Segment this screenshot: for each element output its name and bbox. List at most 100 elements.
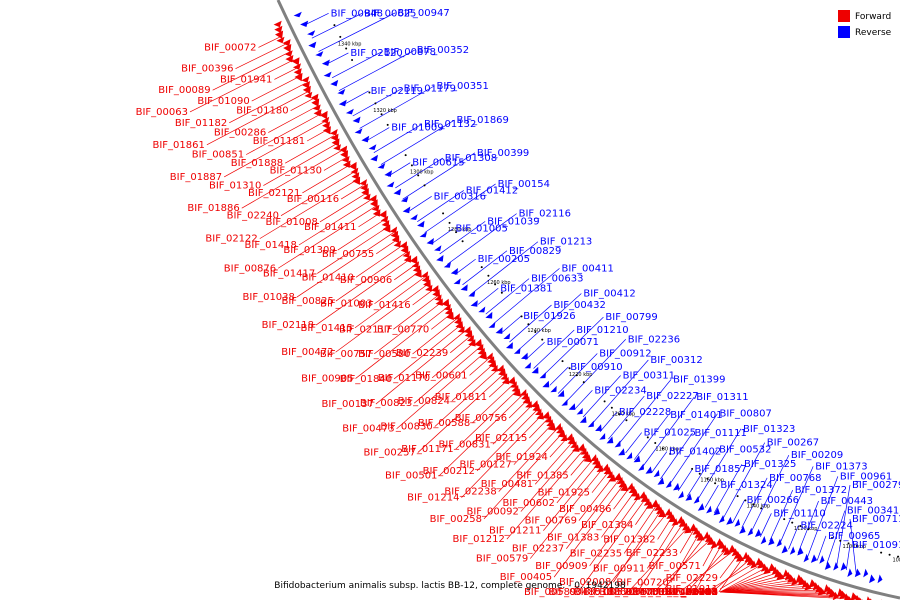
forward-gene-label[interactable]: BIF_01384 bbox=[581, 520, 633, 531]
reverse-gene-label[interactable]: BIF_01401 bbox=[670, 410, 722, 421]
reverse-gene-label[interactable]: BIF_00633 bbox=[531, 274, 583, 285]
reverse-gene-label[interactable]: BIF_01381 bbox=[500, 283, 552, 294]
reverse-gene-label[interactable]: BIF_01373 bbox=[815, 461, 867, 472]
forward-gene-label[interactable]: BIF_00063 bbox=[136, 107, 188, 118]
forward-gene-label[interactable]: BIF_02239 bbox=[396, 348, 448, 359]
reverse-gene-label[interactable]: BIF_01412 bbox=[466, 185, 518, 196]
forward-gene-label[interactable]: BIF_01400 bbox=[664, 587, 716, 598]
forward-gene-label[interactable]: BIF_00164 bbox=[666, 587, 718, 598]
forward-gene-label[interactable]: BIF_01386 bbox=[574, 587, 626, 598]
forward-gene-label[interactable]: BIF_00851 bbox=[192, 150, 244, 161]
forward-gene-label[interactable]: BIF_01914 bbox=[666, 587, 718, 598]
forward-gene-label[interactable]: BIF_01811 bbox=[435, 392, 487, 403]
forward-gene-label[interactable]: BIF_01924 bbox=[496, 452, 548, 463]
reverse-gene-label[interactable]: BIF_00154 bbox=[498, 179, 550, 190]
forward-gene-label[interactable]: BIF_01925 bbox=[538, 488, 590, 499]
forward-gene-label[interactable]: BIF_01128 bbox=[666, 587, 718, 598]
forward-gene-label[interactable]: BIF_00831 bbox=[439, 439, 491, 450]
forward-gene-label[interactable]: BIF_00258 bbox=[430, 514, 482, 525]
reverse-gene-label[interactable]: BIF_00399 bbox=[477, 148, 529, 159]
forward-gene-label[interactable]: BIF_01214 bbox=[407, 493, 459, 504]
forward-gene-label[interactable]: BIF_02117 bbox=[339, 324, 391, 335]
reverse-gene-label[interactable]: BIF_00071 bbox=[547, 337, 599, 348]
forward-gene-label[interactable]: BIF_00072 bbox=[204, 42, 256, 53]
reverse-gene-label[interactable]: BIF_00912 bbox=[599, 348, 651, 359]
forward-gene-label[interactable]: BIF_00955 bbox=[666, 587, 718, 598]
forward-gene-label[interactable]: BIF_00571 bbox=[649, 561, 701, 572]
forward-gene-label[interactable]: BIF_00905 bbox=[301, 374, 353, 385]
forward-gene-label[interactable]: BIF_01415 bbox=[301, 323, 353, 334]
forward-gene-label[interactable]: BIF_00647 bbox=[599, 587, 651, 598]
forward-gene-label[interactable]: BIF_00286 bbox=[214, 128, 266, 139]
reverse-gene-label[interactable]: BIF_00205 bbox=[478, 254, 530, 265]
forward-gene-label[interactable]: BIF_00485 bbox=[549, 587, 601, 598]
forward-gene-label[interactable]: BIF_02008 bbox=[559, 577, 611, 588]
forward-gene-label[interactable]: BIF_02005 bbox=[666, 587, 718, 598]
forward-gene-label[interactable]: BIF_00212 bbox=[423, 466, 475, 477]
forward-gene-label[interactable]: BIF_02122 bbox=[205, 234, 257, 245]
reverse-gene-label[interactable]: BIF_01402 bbox=[669, 447, 721, 458]
reverse-gene-label[interactable]: BIF_00807 bbox=[719, 409, 771, 420]
forward-gene-label[interactable]: BIF_01243 bbox=[666, 587, 718, 598]
forward-gene-label[interactable]: BIF_01382 bbox=[603, 534, 655, 545]
reverse-gene-label[interactable]: BIF_01132 bbox=[424, 119, 476, 130]
forward-gene-label[interactable]: BIF_00589 bbox=[524, 587, 576, 598]
forward-gene-label[interactable]: BIF_01003 bbox=[320, 299, 372, 310]
forward-gene-label[interactable]: BIF_02233 bbox=[626, 548, 678, 559]
reverse-gene-label[interactable]: BIF_00351 bbox=[436, 81, 488, 92]
forward-gene-label[interactable]: BIF_00761 bbox=[666, 587, 718, 598]
forward-gene-label[interactable]: BIF_00909 bbox=[535, 561, 587, 572]
forward-gene-label[interactable]: BIF_02229 bbox=[666, 573, 718, 584]
forward-gene-label[interactable]: BIF_00472 bbox=[281, 347, 333, 358]
reverse-gene-label[interactable]: BIF_00961 bbox=[840, 471, 892, 482]
forward-gene-label[interactable]: BIF_00092 bbox=[466, 507, 518, 518]
forward-gene-label[interactable]: BIF_01911 bbox=[666, 584, 718, 595]
reverse-gene-label[interactable]: BIF_00625 bbox=[364, 8, 416, 19]
forward-gene-label[interactable]: BIF_01791 bbox=[633, 587, 685, 598]
forward-gene-label[interactable]: BIF_00396 bbox=[181, 64, 233, 75]
reverse-gene-label[interactable]: BIF_02119 bbox=[371, 86, 423, 97]
reverse-gene-label[interactable]: BIF_01308 bbox=[445, 153, 497, 164]
forward-gene-label[interactable]: BIF_01410 bbox=[302, 272, 354, 283]
reverse-gene-label[interactable]: BIF_01325 bbox=[744, 459, 796, 470]
forward-gene-label[interactable]: BIF_00911 bbox=[593, 563, 645, 574]
forward-gene-label[interactable]: BIF_00601 bbox=[415, 370, 467, 381]
reverse-gene-label[interactable]: BIF_00829 bbox=[509, 246, 561, 257]
forward-gene-label[interactable]: BIF_00123 bbox=[666, 587, 718, 598]
forward-gene-label[interactable]: BIF_00769 bbox=[525, 516, 577, 527]
forward-gene-label[interactable]: BIF_01180 bbox=[236, 106, 288, 117]
reverse-gene-label[interactable]: BIF_01311 bbox=[696, 392, 748, 403]
forward-gene-label[interactable]: BIF_00720 bbox=[616, 578, 668, 589]
reverse-gene-label[interactable]: BIF_01009 bbox=[391, 123, 443, 134]
reverse-gene-label[interactable]: BIF_00965 bbox=[828, 531, 880, 542]
reverse-gene-label[interactable]: BIF_01025 bbox=[644, 428, 696, 439]
reverse-gene-label[interactable]: BIF_02227 bbox=[646, 391, 698, 402]
reverse-gene-label[interactable]: BIF_02224 bbox=[800, 520, 852, 531]
forward-gene-label[interactable]: BIF_01861 bbox=[152, 140, 204, 151]
forward-gene-label[interactable]: BIF_01417 bbox=[263, 268, 315, 279]
forward-gene-label[interactable]: BIF_00580 bbox=[358, 349, 410, 360]
forward-gene-label[interactable]: BIF_00662 bbox=[666, 587, 718, 598]
forward-gene-label[interactable]: BIF_01242 bbox=[640, 587, 692, 598]
reverse-gene-label[interactable]: BIF_02234 bbox=[594, 385, 646, 396]
forward-gene-label[interactable]: BIF_00116 bbox=[287, 194, 339, 205]
forward-gene-label[interactable]: BIF_00733 bbox=[666, 587, 718, 598]
forward-gene-label[interactable]: BIF_01321 bbox=[666, 587, 718, 598]
forward-gene-label[interactable]: BIF_01385 bbox=[516, 470, 568, 481]
forward-gene-label[interactable]: BIF_01416 bbox=[358, 300, 410, 311]
forward-gene-label[interactable]: BIF_00602 bbox=[503, 498, 555, 509]
reverse-gene-label[interactable]: BIF_01111 bbox=[695, 428, 747, 439]
forward-gene-label[interactable]: BIF_01840 bbox=[340, 374, 392, 385]
forward-gene-label[interactable]: BIF_02118 bbox=[262, 320, 314, 331]
reverse-gene-label[interactable]: BIF_00443 bbox=[821, 496, 873, 507]
forward-gene-label[interactable]: BIF_01154 bbox=[666, 587, 718, 598]
forward-gene-label[interactable]: BIF_01130 bbox=[270, 165, 322, 176]
forward-gene-label[interactable]: BIF_01212 bbox=[453, 534, 505, 545]
reverse-gene-label[interactable]: BIF_00768 bbox=[769, 473, 821, 484]
reverse-gene-label[interactable]: BIF_00311 bbox=[623, 370, 675, 381]
forward-gene-label[interactable]: BIF_01418 bbox=[245, 240, 297, 251]
forward-gene-label[interactable]: BIF_00577 bbox=[608, 587, 660, 598]
forward-gene-label[interactable]: BIF_00137 bbox=[321, 399, 373, 410]
reverse-gene-label[interactable]: BIF_00312 bbox=[650, 355, 702, 366]
forward-gene-label[interactable]: BIF_00757 bbox=[320, 349, 372, 360]
